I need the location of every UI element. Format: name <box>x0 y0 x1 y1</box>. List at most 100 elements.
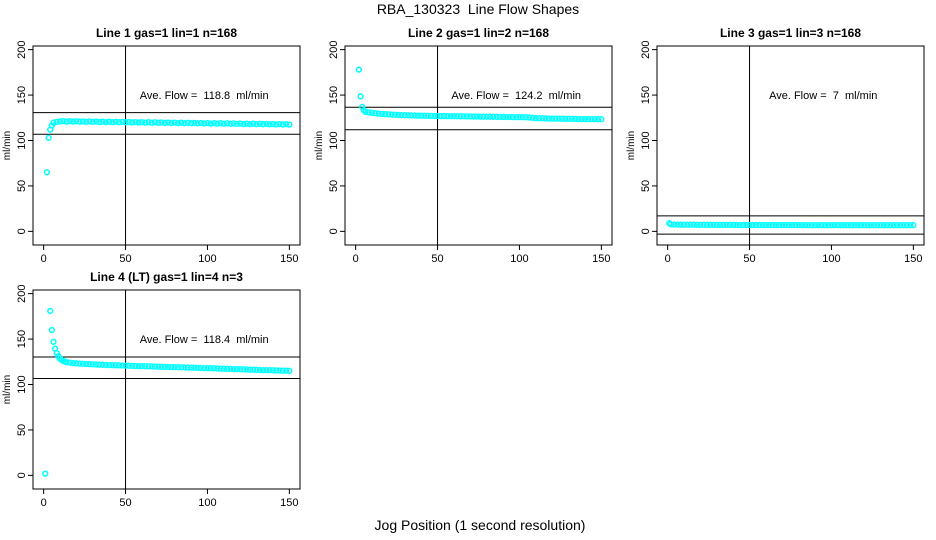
data-point <box>233 120 241 128</box>
data-point <box>365 109 372 116</box>
data-point <box>877 222 884 229</box>
data-point <box>246 366 254 373</box>
data-point <box>187 364 195 371</box>
data-point <box>178 364 185 371</box>
data-point <box>552 115 559 122</box>
panel-1: 0 50 100 150 0 50 100 150 200 ml/min Line 1 gas=1 … <box>2 26 301 265</box>
data-point <box>73 360 80 367</box>
data-point <box>493 113 500 120</box>
data-point <box>96 361 103 368</box>
data-point <box>243 120 250 127</box>
data-point <box>513 113 520 121</box>
x-tick-label: 0 <box>41 497 47 509</box>
data-point <box>526 114 533 121</box>
y-tick-label: 200 <box>640 40 652 58</box>
x-tick-label: 150 <box>904 253 922 265</box>
data-point <box>171 119 178 126</box>
data-point <box>571 115 579 123</box>
data-point <box>155 119 162 126</box>
data-point <box>174 119 182 127</box>
data-point <box>282 367 290 374</box>
data-point <box>109 361 116 369</box>
data-point <box>890 222 897 229</box>
data-point <box>752 221 760 229</box>
y-tick-label: 50 <box>640 180 652 192</box>
data-point <box>677 221 684 228</box>
data-point <box>851 221 858 229</box>
data-point <box>437 112 444 120</box>
data-point <box>145 363 152 370</box>
data-point <box>759 221 766 229</box>
data-point <box>227 120 234 127</box>
data-point <box>585 115 592 123</box>
y-tick-label: 100 <box>16 375 28 393</box>
data-point <box>716 221 724 229</box>
data-point <box>109 118 116 126</box>
data-point <box>378 110 386 118</box>
data-point <box>874 222 881 229</box>
data-point <box>687 221 694 228</box>
data-point <box>76 360 83 367</box>
data-point <box>132 118 139 126</box>
data-point <box>220 365 227 372</box>
plot-box <box>32 289 301 490</box>
data-point <box>805 221 812 229</box>
data-point <box>880 222 888 229</box>
data-point <box>697 221 704 228</box>
y-tick-label: 100 <box>328 131 340 149</box>
data-point <box>161 119 169 127</box>
data-point <box>792 221 799 229</box>
data-point <box>106 361 113 369</box>
data-point <box>713 221 720 229</box>
data-point <box>263 120 270 128</box>
data-point <box>372 110 379 117</box>
y-tick-label: 150 <box>640 86 652 104</box>
data-point <box>243 366 250 373</box>
data-point <box>151 119 159 126</box>
data-point <box>273 121 280 128</box>
data-point <box>250 120 257 127</box>
data-point <box>56 118 64 125</box>
data-point <box>736 221 743 229</box>
data-point <box>690 221 698 228</box>
data-point <box>756 221 763 229</box>
data-point <box>132 362 139 370</box>
data-point <box>164 119 172 126</box>
data-point <box>60 117 67 125</box>
data-point <box>903 222 910 229</box>
data-point <box>282 120 290 128</box>
data-point <box>782 221 789 229</box>
x-tick-label: 150 <box>592 253 610 265</box>
data-point <box>841 221 848 229</box>
plot-box <box>32 45 301 246</box>
data-point <box>66 118 74 125</box>
x-tick-label: 0 <box>353 253 359 265</box>
data-point <box>532 114 539 122</box>
data-point <box>50 119 57 126</box>
data-point <box>269 367 277 374</box>
data-point <box>119 118 126 126</box>
data-point <box>86 360 93 368</box>
data-point <box>191 364 198 371</box>
data-point <box>210 365 218 372</box>
main-title: RBA_130323 Line Flow Shapes <box>377 1 579 17</box>
data-point <box>174 364 182 371</box>
data-point <box>99 118 106 125</box>
y-axis-title: ml/min <box>626 131 637 160</box>
data-point <box>89 361 96 368</box>
data-point <box>480 113 487 120</box>
data-point <box>857 221 865 229</box>
data-point <box>83 360 90 368</box>
data-point <box>250 366 257 373</box>
data-point <box>207 120 214 127</box>
data-point <box>418 112 425 119</box>
data-point <box>900 222 907 229</box>
data-point <box>811 221 819 229</box>
data-point <box>828 221 835 229</box>
data-point <box>450 113 458 120</box>
data-point <box>411 112 418 119</box>
data-point <box>253 120 260 128</box>
data-point <box>142 363 149 370</box>
data-point <box>798 221 806 229</box>
data-point <box>808 221 815 229</box>
